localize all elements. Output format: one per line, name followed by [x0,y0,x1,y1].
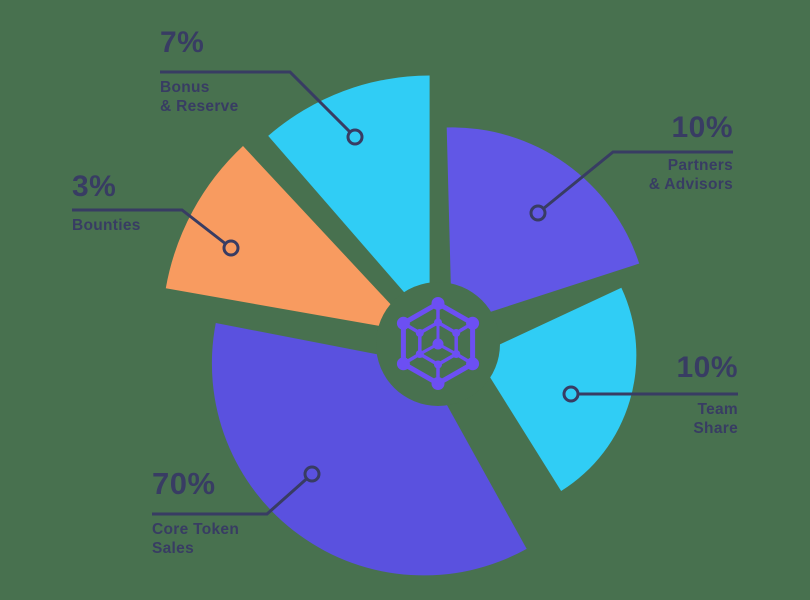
label-line: & Reserve [160,98,239,115]
hexagon-nodes [396,297,480,390]
callout-lines [72,70,738,516]
core-token-sales-label: Core Token Sales [152,520,239,558]
partners-advisors-percent: 10% [671,111,733,144]
callout-marker-bonus-reserve [346,128,364,146]
label-line: Share [693,420,738,437]
callout-leader-line-core-token-sales [152,472,313,516]
pie-slice-team-share [476,287,637,492]
partners-advisors-label: Partners & Advisors [649,156,733,194]
pie-slice-core-token-sales [211,322,527,576]
callout-leader-line-bonus-reserve [160,70,357,139]
team-share-label: Team Share [693,400,738,438]
bounties-percent: 3% [72,170,117,203]
callout-marker-team-share [562,385,580,403]
label-line: Bonus [160,79,210,96]
callout-marker-core-token-sales [303,465,321,483]
pie-slices [165,75,640,576]
callout-leader-line-bounties [72,208,232,250]
bounties-label: Bounties [72,216,141,235]
callout-leader-line-partners-advisors [537,150,733,215]
label-line: & Advisors [648,176,733,193]
network-hexagon-icon [396,297,480,390]
callout-marker-partners-advisors [529,204,547,222]
core-token-sales-percent: 70% [152,466,216,501]
callout-marker-bounties [222,239,240,257]
team-share-percent: 10% [676,351,738,384]
bonus-reserve-label: Bonus & Reserve [160,78,239,116]
label-line: Core Token [152,521,240,538]
pie-slice-bonus-reserve [268,75,430,322]
label-line: Sales [152,540,195,557]
label-line: Bounties [72,217,141,234]
label-line: Partners [667,157,733,174]
pie-slice-partners-advisors [446,127,640,325]
bonus-reserve-percent: 7% [160,26,205,59]
pie-slice-bounties [165,146,417,333]
label-line: Team [697,401,738,418]
